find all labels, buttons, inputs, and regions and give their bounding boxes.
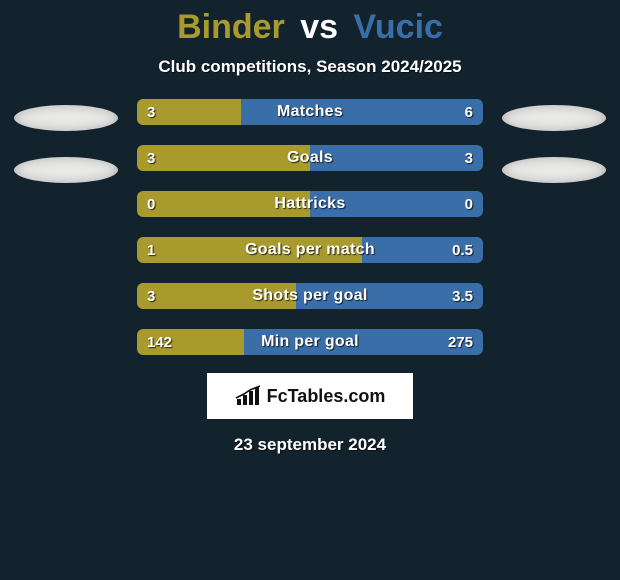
stat-value-left: 1 (147, 237, 155, 263)
stat-bar: Hattricks0 0 (137, 191, 483, 217)
stat-value-right: 275 (448, 329, 473, 355)
stat-label: Shots per goal (137, 283, 483, 309)
stat-value-left: 0 (147, 191, 155, 217)
stats-area: Matches36Goals33Hattricks00Goals per mat… (0, 99, 620, 355)
stat-value-right: 0 (465, 191, 473, 217)
subtitle: Club competitions, Season 2024/2025 (0, 57, 620, 77)
stat-label: Hattricks (137, 191, 483, 217)
stat-value-right: 3 (465, 145, 473, 171)
stat-bar: Shots per goal3 3.5 (137, 283, 483, 309)
player1-club-badge (14, 105, 118, 131)
stat-bar: Goals3 3 (137, 145, 483, 171)
stat-bar: Goals per match1 0.5 (137, 237, 483, 263)
stat-value-left: 3 (147, 145, 155, 171)
player2-nation-badge (502, 157, 606, 183)
stat-label: Goals (137, 145, 483, 171)
stat-label: Min per goal (137, 329, 483, 355)
right-badge-column (501, 99, 607, 183)
stat-label: Goals per match (137, 237, 483, 263)
player2-name: Vucic (353, 8, 442, 46)
stat-value-left: 3 (147, 99, 155, 125)
stat-value-right: 3.5 (452, 283, 473, 309)
brand-name: FcTables.com (267, 386, 386, 407)
left-badge-column (13, 99, 119, 183)
stat-bar: Matches3 6 (137, 99, 483, 125)
footer-date: 23 september 2024 (0, 435, 620, 455)
stat-bar: Min per goal142 275 (137, 329, 483, 355)
player1-nation-badge (14, 157, 118, 183)
stat-value-left: 3 (147, 283, 155, 309)
stat-value-left: 142 (147, 329, 172, 355)
bar-chart-icon (235, 385, 261, 407)
stat-label: Matches (137, 99, 483, 125)
stat-bars: Matches36Goals33Hattricks00Goals per mat… (137, 99, 483, 355)
stat-value-right: 0.5 (452, 237, 473, 263)
comparison-title: Binder vs Vucic (0, 8, 620, 47)
player2-club-badge (502, 105, 606, 131)
title-vs: vs (300, 8, 338, 46)
brand-logo: FcTables.com (207, 373, 413, 419)
player1-name: Binder (177, 8, 285, 46)
stat-value-right: 6 (465, 99, 473, 125)
